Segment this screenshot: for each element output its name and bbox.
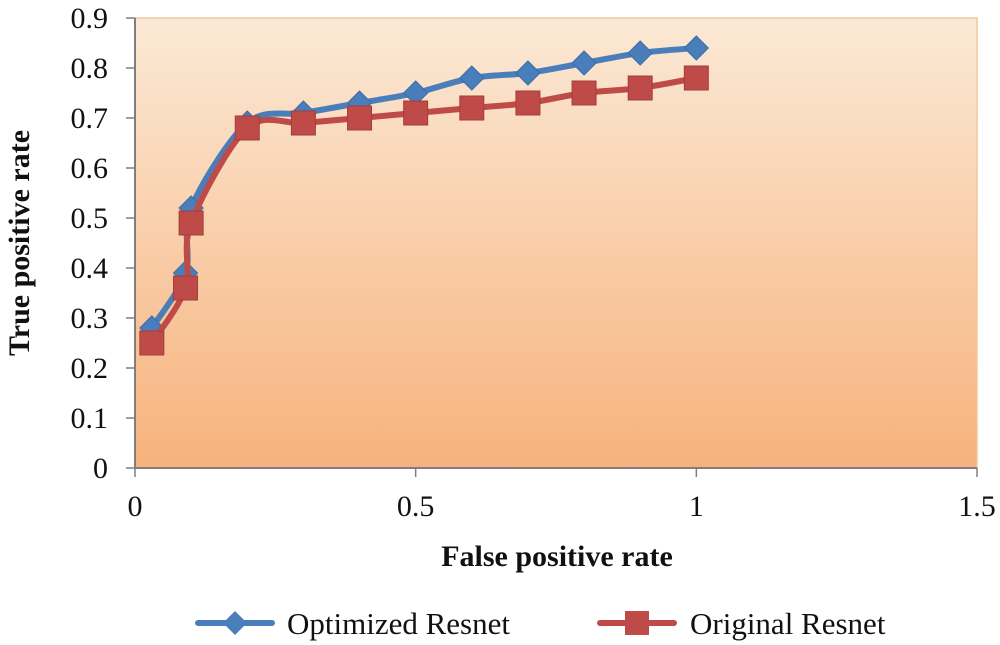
data-point-square[interactable]: [571, 80, 597, 106]
data-point-square[interactable]: [178, 210, 204, 236]
y-tick-label: 0.8: [71, 52, 109, 85]
x-axis-title: False positive rate: [441, 540, 673, 573]
x-tick-label: 1: [689, 490, 704, 523]
x-tick-label: 0: [128, 490, 143, 523]
series-original-resnet: [139, 65, 709, 356]
y-tick-label: 0.9: [71, 2, 109, 35]
data-point-square[interactable]: [290, 110, 316, 136]
legend-item-optimized-resnet[interactable]: Optimized Resnet: [195, 606, 510, 641]
legend-item-original-resnet[interactable]: Original Resnet: [597, 606, 886, 641]
data-point-diamond[interactable]: [627, 40, 653, 66]
y-tick-label: 0.7: [71, 102, 109, 135]
data-point-square[interactable]: [515, 90, 541, 116]
data-point-diamond[interactable]: [459, 65, 485, 91]
x-axis-ticks: 0 0.5 1 1.5: [128, 468, 996, 523]
data-point-square[interactable]: [347, 105, 373, 131]
data-point-square[interactable]: [403, 100, 429, 126]
legend-label-optimized-resnet: Optimized Resnet: [287, 606, 510, 641]
data-point-diamond[interactable]: [571, 50, 597, 76]
data-point-square[interactable]: [459, 95, 485, 121]
data-point-square[interactable]: [627, 75, 653, 101]
legend-diamond-icon: [223, 611, 247, 635]
y-tick-label: 0.5: [71, 202, 109, 235]
plot-area: [134, 17, 978, 469]
data-point-square[interactable]: [683, 65, 709, 91]
y-tick-label: 0.3: [71, 302, 109, 335]
data-point-square[interactable]: [173, 275, 199, 301]
data-point-square[interactable]: [234, 115, 260, 141]
y-tick-label: 0.1: [71, 402, 109, 435]
y-axis-ticks: 0 0.1 0.2 0.3 0.4 0.5 0.6 0.7 0.8 0.9: [71, 2, 135, 485]
data-point-diamond[interactable]: [515, 60, 541, 86]
x-tick-label: 1.5: [958, 490, 996, 523]
y-tick-label: 0.6: [71, 152, 109, 185]
legend: Optimized Resnet Original Resnet: [195, 606, 886, 641]
y-axis-title: True positive rate: [3, 130, 36, 356]
y-tick-label: 0.4: [71, 252, 109, 285]
series-layer: [139, 35, 710, 356]
data-point-square[interactable]: [139, 330, 165, 356]
legend-square-icon: [625, 611, 649, 635]
y-tick-label: 0.2: [71, 352, 109, 385]
data-point-diamond[interactable]: [683, 35, 710, 61]
legend-label-original-resnet: Original Resnet: [690, 606, 886, 641]
y-tick-label: 0: [93, 452, 108, 485]
x-tick-label: 0.5: [397, 490, 435, 523]
